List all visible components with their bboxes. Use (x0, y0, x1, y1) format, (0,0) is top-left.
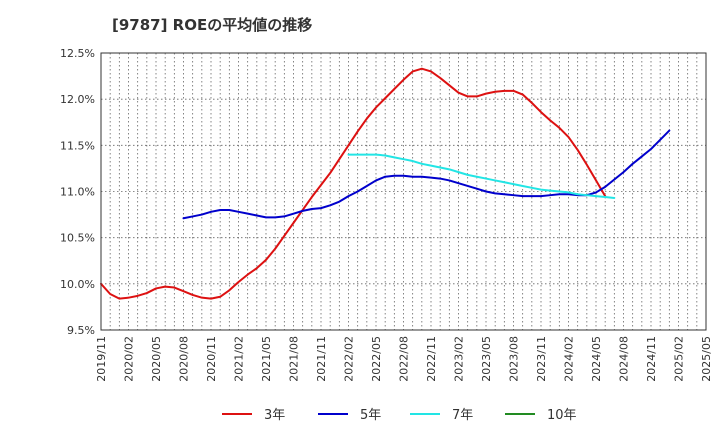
legend-item-5年[interactable]: 5年 (318, 408, 381, 423)
legend-item-3年[interactable]: 3年 (222, 408, 285, 423)
x-tick-label: 2020/11 (205, 336, 218, 382)
x-tick-label: 2020/05 (150, 336, 163, 382)
series-line-7年 (347, 153, 616, 199)
y-tick-label: 10.0% (60, 278, 95, 291)
x-tick-label: 2019/11 (95, 336, 108, 382)
x-tick-label: 2024/05 (590, 336, 603, 382)
x-tick-label: 2021/08 (288, 336, 301, 382)
y-tick-label: 9.5% (67, 324, 95, 337)
x-tick-label: 2022/02 (343, 336, 356, 382)
legend-label: 5年 (360, 408, 381, 423)
x-axis-ticks: 2019/11 2020/02 2020/05 2020/08 2020/11 2021/… (95, 336, 713, 382)
y-tick-label: 11.0% (60, 186, 95, 199)
legend-label: 7年 (452, 408, 473, 423)
chart-title: [9787] ROEの平均値の推移 (112, 16, 312, 34)
legend-item-7年[interactable]: 7年 (410, 408, 473, 423)
x-tick-label: 2021/02 (233, 336, 246, 382)
legend-label: 10年 (547, 408, 577, 423)
grid-layer (101, 53, 706, 330)
x-tick-label: 2024/08 (618, 336, 631, 382)
series-line-5年 (182, 129, 671, 220)
y-tick-label: 12.5% (60, 47, 95, 60)
x-tick-label: 2023/08 (508, 336, 521, 382)
x-tick-label: 2020/08 (178, 336, 191, 382)
x-tick-label: 2023/02 (453, 336, 466, 382)
plot-area-frame (100, 52, 707, 331)
x-tick-label: 2024/11 (645, 336, 658, 382)
x-tick-label: 2024/02 (563, 336, 576, 382)
x-tick-label: 2023/05 (480, 336, 493, 382)
x-tick-label: 2020/02 (123, 336, 136, 382)
y-axis-ticks: 9.5% 10.0% 10.5% 11.0% 11.5% 12.0% 12.5% (60, 47, 95, 337)
legend-label: 3年 (264, 408, 285, 423)
x-tick-label: 2021/11 (315, 336, 328, 382)
x-tick-label: 2022/08 (398, 336, 411, 382)
legend[interactable]: 3年 5年 7年 10年 (222, 408, 577, 423)
x-tick-label: 2021/05 (260, 336, 273, 382)
x-tick-label: 2025/05 (700, 336, 713, 382)
y-tick-label: 10.5% (60, 232, 95, 245)
x-tick-label: 2025/02 (673, 336, 686, 382)
legend-item-10年[interactable]: 10年 (505, 408, 577, 423)
x-tick-label: 2023/11 (535, 336, 548, 382)
x-tick-label: 2022/11 (425, 336, 438, 382)
y-tick-label: 11.5% (60, 139, 95, 152)
series-layer (100, 67, 671, 300)
x-tick-label: 2022/05 (370, 336, 383, 382)
series-line-3年 (100, 67, 607, 300)
y-tick-label: 12.0% (60, 93, 95, 106)
